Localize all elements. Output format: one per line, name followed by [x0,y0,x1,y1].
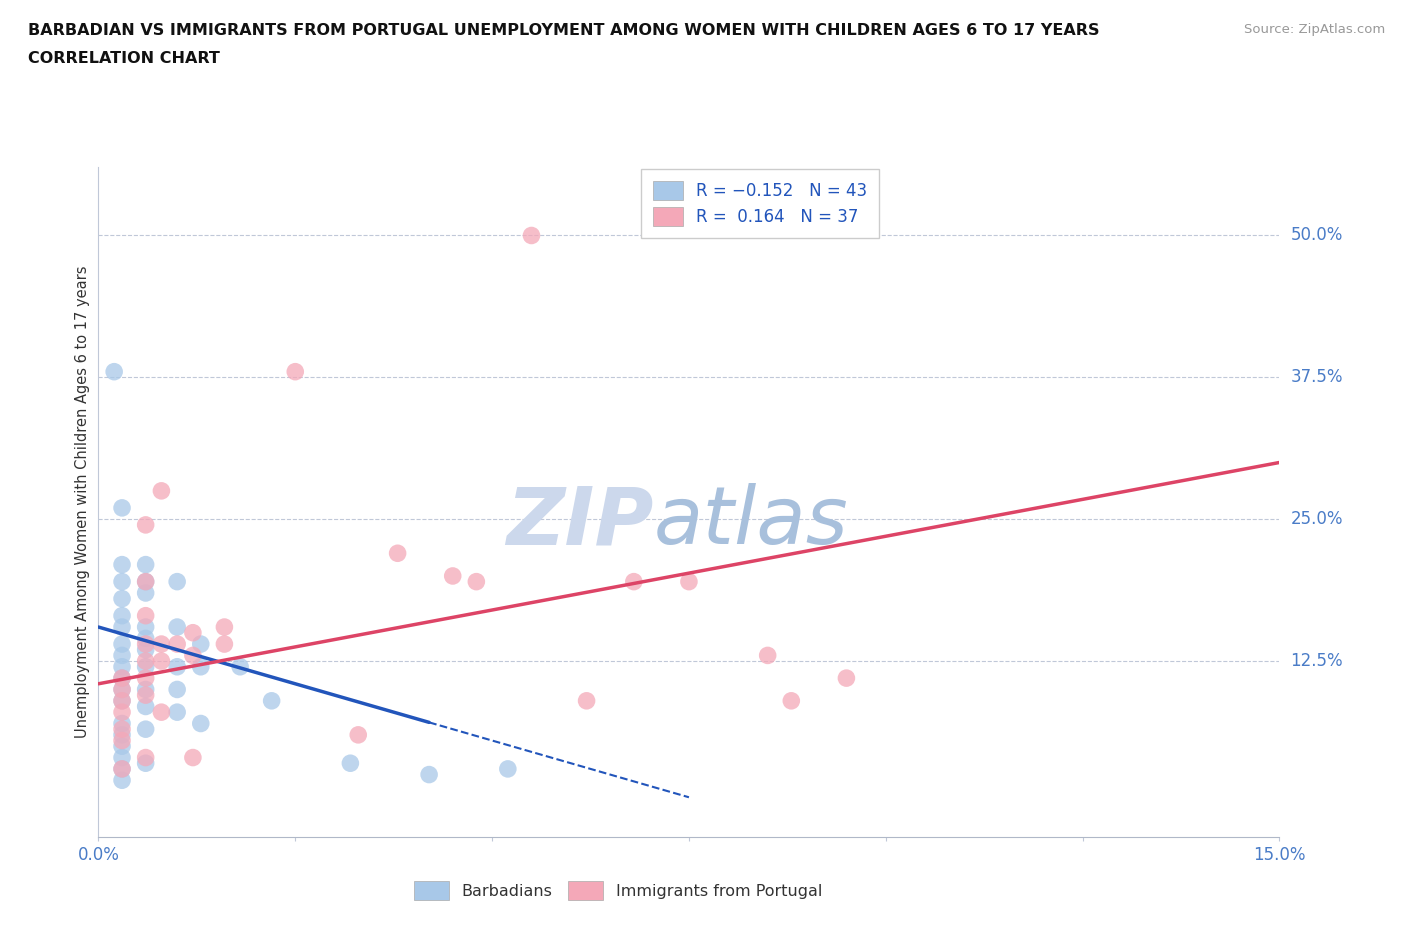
Point [111,733,134,748]
Point [166,574,188,589]
Text: BARBADIAN VS IMMIGRANTS FROM PORTUGAL UNEMPLOYMENT AMONG WOMEN WITH CHILDREN AGE: BARBADIAN VS IMMIGRANTS FROM PORTUGAL UN… [28,23,1099,38]
Point [166,705,188,720]
Point [623,574,645,589]
Point [111,682,134,697]
Legend: R = −0.152   N = 43, R =  0.164   N = 37: R = −0.152 N = 43, R = 0.164 N = 37 [641,169,879,237]
Point [166,682,188,697]
Point [678,574,700,589]
Point [260,694,283,709]
Point [135,517,157,532]
Point [135,619,157,634]
Point [835,671,858,685]
Point [135,608,157,623]
Text: ZIP: ZIP [506,484,654,562]
Point [135,631,157,645]
Point [135,637,157,652]
Point [135,659,157,674]
Point [150,484,173,498]
Point [111,671,134,685]
Point [229,659,252,674]
Point [756,648,779,663]
Point [418,767,440,782]
Point [135,687,157,702]
Point [111,762,134,777]
Point [111,637,134,652]
Point [135,682,157,697]
Point [111,694,134,709]
Point [111,671,134,685]
Point [166,637,188,652]
Point [347,727,370,742]
Point [520,228,543,243]
Point [339,756,361,771]
Point [111,773,134,788]
Text: 50.0%: 50.0% [1291,227,1343,245]
Point [111,694,134,709]
Point [190,659,212,674]
Text: 12.5%: 12.5% [1291,652,1343,671]
Point [103,365,125,379]
Point [181,625,204,640]
Point [111,659,134,674]
Point [135,574,157,589]
Point [135,654,157,669]
Point [111,738,134,753]
Point [111,574,134,589]
Point [496,762,519,777]
Point [111,500,134,515]
Point [284,365,307,379]
Point [214,619,236,634]
Point [465,574,488,589]
Point [111,751,134,765]
Point [111,762,134,777]
Point [135,643,157,658]
Text: CORRELATION CHART: CORRELATION CHART [28,51,219,66]
Point [111,682,134,697]
Point [111,557,134,572]
Point [135,699,157,714]
Point [166,619,188,634]
Point [190,716,212,731]
Point [111,608,134,623]
Point [387,546,409,561]
Text: 25.0%: 25.0% [1291,511,1343,528]
Text: 37.5%: 37.5% [1291,368,1343,386]
Point [111,591,134,606]
Point [135,586,157,601]
Point [111,619,134,634]
Point [111,727,134,742]
Point [190,637,212,652]
Point [150,654,173,669]
Point [441,568,464,583]
Point [135,756,157,771]
Point [214,637,236,652]
Point [135,574,157,589]
Point [135,671,157,685]
Point [111,716,134,731]
Point [111,648,134,663]
Point [111,722,134,737]
Point [166,659,188,674]
Point [181,751,204,765]
Text: atlas: atlas [654,484,848,562]
Point [181,648,204,663]
Point [135,722,157,737]
Point [150,705,173,720]
Point [135,557,157,572]
Point [780,694,803,709]
Point [111,705,134,720]
Point [150,637,173,652]
Point [575,694,598,709]
Point [135,751,157,765]
Y-axis label: Unemployment Among Women with Children Ages 6 to 17 years: Unemployment Among Women with Children A… [75,266,90,738]
Text: Source: ZipAtlas.com: Source: ZipAtlas.com [1244,23,1385,36]
